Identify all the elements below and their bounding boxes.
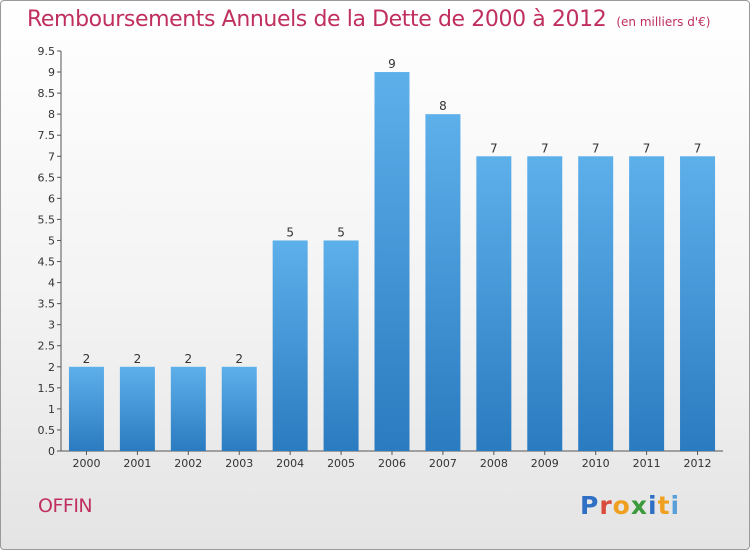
y-tick-label: 1.5 <box>38 382 56 395</box>
bar-value-label: 8 <box>439 99 447 113</box>
bar-value-label: 5 <box>286 225 294 239</box>
bar-2006 <box>374 72 410 451</box>
bar-2009 <box>527 156 563 451</box>
bar-2010 <box>578 156 614 451</box>
bar-series: 2 2 2 2 5 5 9 8 7 7 7 7 7 <box>68 57 716 451</box>
x-tick-label: 2010 <box>582 457 610 470</box>
y-tick-label: 8.5 <box>38 87 56 100</box>
title-unit: (en milliers d'€) <box>616 15 711 29</box>
bar-value-label: 7 <box>643 141 651 155</box>
y-tick-label: 9.5 <box>38 45 56 58</box>
bar-value-label: 2 <box>235 352 243 366</box>
bar-value-label: 5 <box>337 225 345 239</box>
brand-letter: t <box>657 491 671 520</box>
y-tick-label: 3.5 <box>38 298 56 311</box>
y-tick-label: 6 <box>48 192 55 205</box>
commune-name: OFFIN <box>38 495 93 517</box>
x-tick-label: 2007 <box>429 457 457 470</box>
bar-value-label: 2 <box>134 352 142 366</box>
chart-axes: 0 0.5 1 1.5 2 2.5 3 3.5 4 4.5 5 5.5 6 6.5 7 7.5 8 8.5 9 9.5… <box>38 45 723 470</box>
x-tick-label: 2003 <box>225 457 253 470</box>
y-tick-label: 2.5 <box>38 340 56 353</box>
x-tick-label: 2006 <box>378 457 406 470</box>
bar-2000 <box>68 366 104 451</box>
y-tick-label: 4.5 <box>38 256 56 269</box>
bar-value-label: 7 <box>490 141 498 155</box>
y-tick-label: 5.5 <box>38 213 56 226</box>
chart-title: Remboursements Annuels de la Dette de 20… <box>27 7 710 32</box>
bar-value-label: 7 <box>592 141 600 155</box>
y-tick-label: 6.5 <box>38 171 56 184</box>
y-tick-label: 3 <box>48 319 55 332</box>
brand-letter: x <box>630 491 648 520</box>
x-tick-label: 2009 <box>531 457 559 470</box>
y-tick-label: 7.5 <box>38 129 56 142</box>
x-tick-label: 2011 <box>633 457 661 470</box>
bar-value-label: 2 <box>83 352 91 366</box>
bar-2002 <box>170 366 206 451</box>
y-tick-label: 1 <box>48 403 55 416</box>
brand-letter: P <box>580 491 600 520</box>
x-tick-label: 2012 <box>684 457 712 470</box>
proxiti-logo: Proxiti <box>580 491 680 520</box>
bar-value-label: 7 <box>541 141 549 155</box>
x-tick-label: 2005 <box>327 457 355 470</box>
brand-letter: o <box>612 491 631 520</box>
y-tick-label: 7 <box>48 150 55 163</box>
y-tick-label: 8 <box>48 108 55 121</box>
brand-letter: i <box>670 491 681 520</box>
y-tick-label: 4 <box>48 277 55 290</box>
bar-value-label: 2 <box>184 352 192 366</box>
y-tick-label: 0 <box>48 445 55 458</box>
bar-2004 <box>272 240 308 451</box>
bar-2007 <box>425 114 461 451</box>
x-tick-label: 2004 <box>276 457 304 470</box>
y-tick-label: 2 <box>48 361 55 374</box>
bar-2005 <box>323 240 359 451</box>
x-tick-label: 2002 <box>174 457 202 470</box>
brand-letter: r <box>599 491 613 520</box>
bar-value-label: 7 <box>694 141 702 155</box>
x-tick-label: 2001 <box>123 457 151 470</box>
bar-2003 <box>221 366 257 451</box>
x-tick-label: 2000 <box>72 457 100 470</box>
bar-value-label: 9 <box>388 57 396 71</box>
bar-2011 <box>629 156 665 451</box>
bar-2012 <box>680 156 716 451</box>
title-main: Remboursements Annuels de la Dette de 20… <box>27 7 607 32</box>
bar-2001 <box>119 366 155 451</box>
y-tick-label: 5 <box>48 234 55 247</box>
y-tick-label: 0.5 <box>38 424 56 437</box>
y-tick-label: 9 <box>48 66 55 79</box>
brand-letter: i <box>648 491 658 520</box>
bar-2008 <box>476 156 512 451</box>
x-tick-label: 2008 <box>480 457 508 470</box>
